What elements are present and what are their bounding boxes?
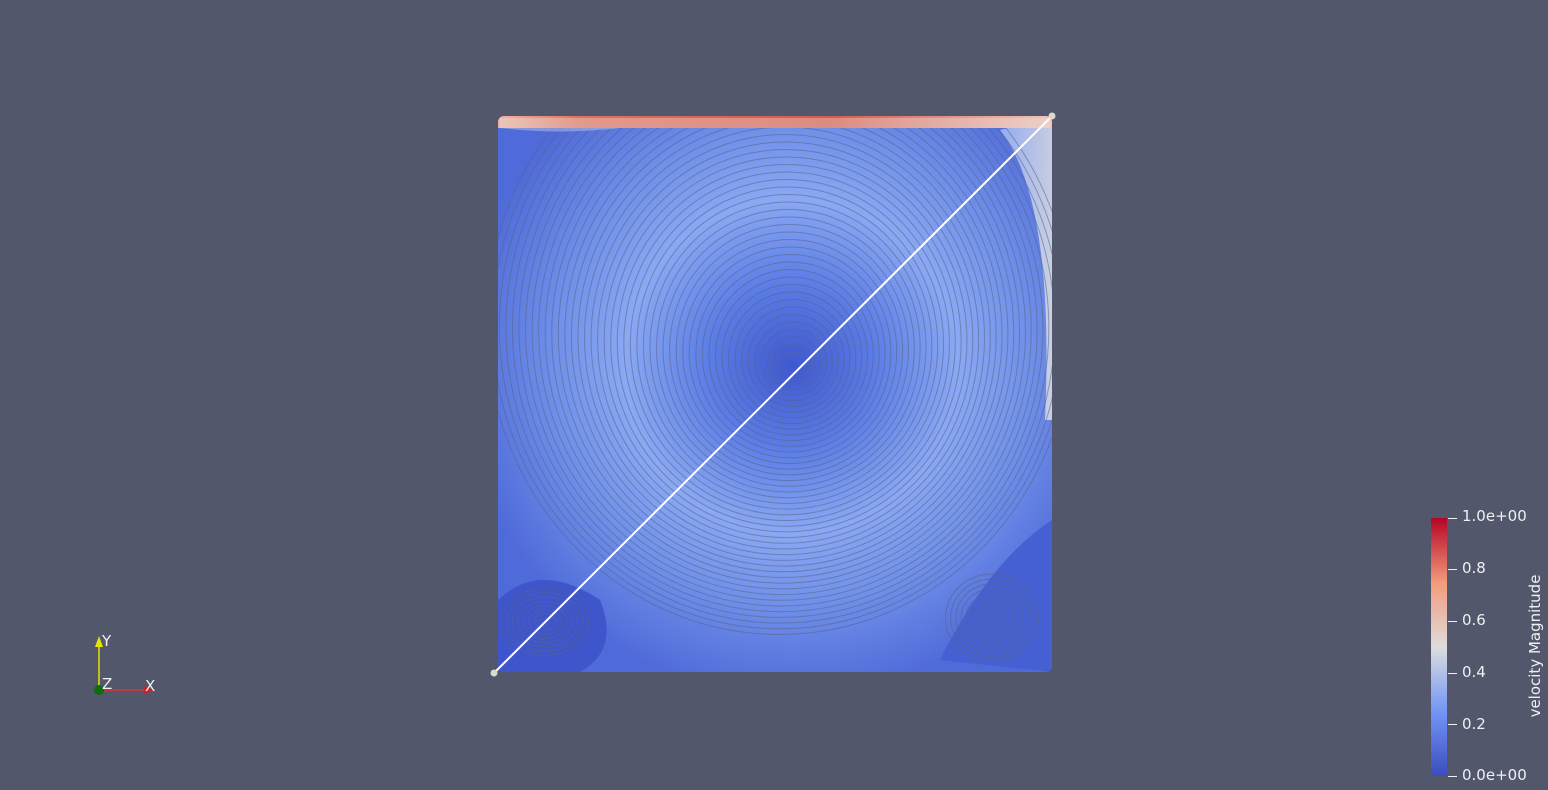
streamline-field [498,116,1052,672]
corner-streamline [970,598,1014,638]
streamline [715,276,868,436]
vortex-streamlines [498,116,1052,635]
corner-streamline [523,604,567,640]
streamline [675,231,904,470]
streamline [623,171,950,516]
streamline [682,239,898,464]
color-legend-tick-6 [1448,776,1457,777]
color-legend-label-06: 0.6 [1462,611,1486,629]
streamline [551,116,1015,578]
corner-streamline [950,578,1034,658]
streamline [656,209,921,487]
streamline [518,116,1044,607]
streamline [570,116,997,561]
streamline [695,253,886,453]
streamline [734,299,851,419]
axis-x-label: X [145,677,156,695]
streamline [629,178,945,510]
corner-streamline [944,573,1040,663]
streamline [649,201,927,493]
axis-y-label: Y [102,632,112,650]
color-legend-label-max: 1.0e+00 [1462,507,1527,525]
streamline [747,314,839,407]
streamline [557,116,1009,573]
streamline [590,134,980,544]
seed-line-start-handle[interactable] [490,669,498,677]
color-legend-label-08: 0.8 [1462,559,1486,577]
color-legend-tick-2 [1448,569,1457,570]
streamline [531,116,1032,596]
streamline [498,116,1052,635]
streamline [564,116,1003,567]
streamline [511,116,1050,613]
streamline [597,141,974,539]
corner-streamline [528,609,562,635]
color-legend-title: velocity Magnitude [1526,574,1544,718]
streamline [642,194,933,499]
streamline [760,329,828,396]
streamline [780,351,810,379]
corner-streamline [512,596,578,648]
color-legend-tick-1 [1448,518,1457,519]
streamline [701,261,880,447]
streamline [505,116,1052,618]
axis-z-label: Z [102,675,113,693]
streamline [616,164,956,521]
color-legend-bar [1431,518,1447,776]
streamline [767,336,822,390]
corner-streamline [981,608,1003,628]
seed-line-end-handle[interactable] [1048,112,1056,120]
corner-streamline [960,588,1024,648]
streamline [754,321,833,402]
color-legend-tick-4 [1448,673,1457,674]
color-legend-tick-3 [1448,621,1457,622]
corner-streamline [517,600,573,644]
corner-eddy-streamlines [501,573,1040,663]
streamline [498,116,1052,630]
color-legend-tick-5 [1448,724,1457,725]
streamline [741,306,845,413]
corner-streamline [534,613,556,631]
corner-streamline [965,593,1019,643]
streamline [538,116,1026,590]
streamline [688,246,892,459]
streamline [708,269,874,442]
corner-streamline [501,588,589,656]
corner-streamline [986,613,998,623]
orientation-axes [94,636,154,695]
streamline [662,216,915,482]
streamline [728,291,857,425]
corner-streamline [506,592,584,652]
corner-streamline [539,617,551,627]
corner-streamline [955,583,1029,653]
seed-line-widget[interactable] [490,112,1056,677]
streamline [603,149,968,533]
streamline [669,224,909,476]
streamline [636,186,939,504]
corner-streamline [976,603,1008,633]
streamline [498,116,1052,624]
streamline [610,156,962,527]
color-legend-label-02: 0.2 [1462,715,1486,733]
streamline [544,116,1021,584]
streamline [525,116,1038,601]
streamline [721,284,863,430]
color-legend-label-min: 0.0e+00 [1462,766,1527,784]
color-legend-label-04: 0.4 [1462,663,1486,681]
streamline [773,344,816,385]
